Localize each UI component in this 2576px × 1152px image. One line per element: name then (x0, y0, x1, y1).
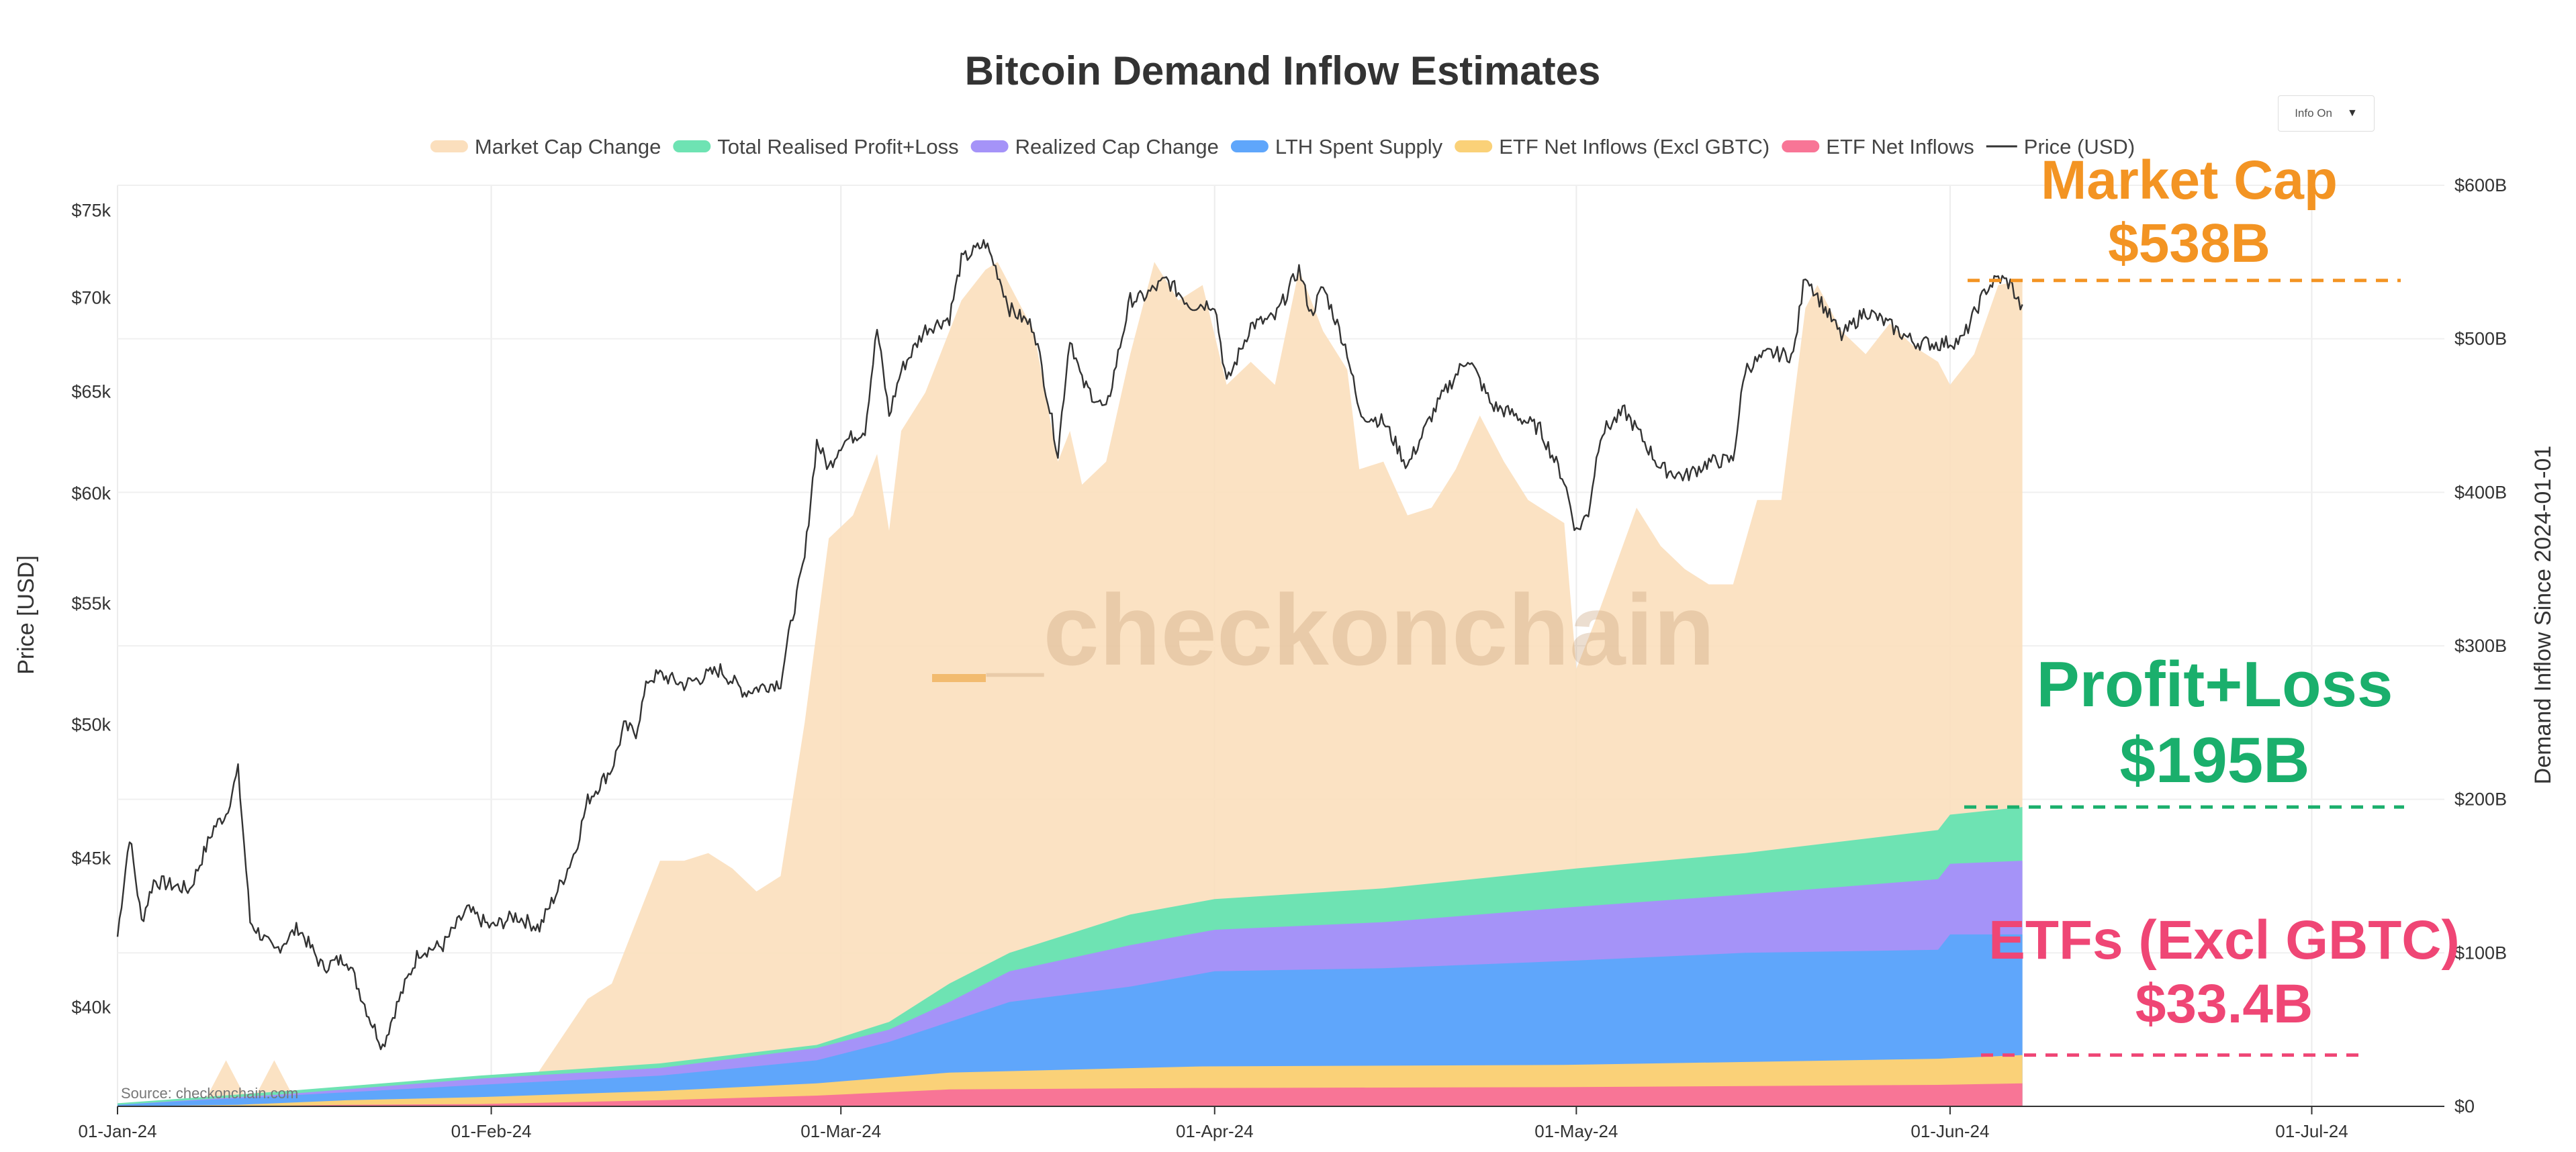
annotation-value-market-cap: $538B (2108, 213, 2270, 274)
y-right-axis-title: Demand Inflow Since 2024-01-01 (2530, 446, 2556, 785)
legend[interactable]: Market Cap Change Total Realised Profit+L… (430, 135, 2135, 158)
legend-label: LTH Spent Supply (1275, 135, 1443, 158)
legend-swatch (1782, 140, 1820, 152)
y-right-tick-label: $0 (2454, 1096, 2475, 1116)
y-right-tick-label: $300B (2454, 636, 2507, 656)
legend-swatch (1455, 140, 1493, 152)
annotation-value-etfs: $33.4B (2135, 973, 2313, 1035)
x-tick-label: 01-Jul-24 (2275, 1121, 2348, 1141)
legend-label: ETF Net Inflows (Excl GBTC) (1499, 135, 1769, 158)
info-toggle-label: Info On (2295, 107, 2332, 119)
legend-item[interactable]: ETF Net Inflows (Excl GBTC) (1455, 135, 1769, 158)
annotation-value-profit-loss: $195B (2120, 724, 2310, 796)
annotations: Market Cap$538B Profit+Loss$195B ETFs (Exc… (1964, 150, 2460, 1057)
legend-swatch (970, 140, 1009, 152)
y-right-tick-label: $200B (2454, 789, 2507, 810)
y-left-tick-label: $40k (71, 998, 111, 1018)
axes: 01-Jan-24 01-Feb-24 01-Mar-24 01-Apr-24 01-M… (13, 175, 2556, 1141)
x-tick-label: 01-Jan-24 (78, 1121, 156, 1141)
watermark-underscore (932, 674, 986, 682)
x-tick-label: 01-Mar-24 (800, 1121, 881, 1141)
annotation-label-profit-loss: Profit+Loss (2037, 649, 2393, 720)
chevron-down-icon: ▼ (2346, 107, 2358, 119)
annotation-label-market-cap: Market Cap (2041, 150, 2338, 211)
y-right-tick-label: $600B (2454, 175, 2507, 195)
legend-swatch (430, 140, 468, 152)
y-right-tick-label: $100B (2454, 943, 2507, 963)
legend-label: Market Cap Change (475, 135, 661, 158)
legend-item[interactable]: Market Cap Change (430, 135, 661, 158)
x-tick-label: 01-Feb-24 (451, 1121, 532, 1141)
y-left-tick-label: $75k (71, 200, 111, 220)
source-label: Source: checkonchain.com (121, 1085, 298, 1102)
price-line (116, 239, 2023, 1051)
y-right-tick-label: $500B (2454, 329, 2507, 349)
y-left-tick-label: $55k (71, 593, 111, 614)
y-left-tick-label: $50k (71, 714, 111, 734)
x-tick-label: 01-Jun-24 (1911, 1121, 1989, 1141)
x-tick-label: 01-May-24 (1534, 1121, 1618, 1141)
watermark: _checkonchain (932, 573, 1715, 686)
legend-label: Total Realised Profit+Loss (717, 135, 958, 158)
y-left-tick-label: $60k (71, 483, 111, 503)
y-left-tick-label: $70k (71, 288, 111, 308)
legend-item[interactable]: ETF Net Inflows (1782, 135, 1974, 158)
info-toggle-button[interactable]: Info On ▼ (2278, 95, 2375, 132)
stacked-areas (118, 262, 2023, 1106)
legend-label: Price (USD) (2024, 135, 2135, 158)
area-etf-net-inflows (118, 1083, 2023, 1106)
chart-title: Bitcoin Demand Inflow Estimates (965, 48, 1601, 93)
legend-item[interactable]: Price (USD) (1986, 135, 2135, 158)
legend-label: Realized Cap Change (1015, 135, 1219, 158)
legend-label: ETF Net Inflows (1826, 135, 1974, 158)
y-left-axis-title: Price [USD] (13, 555, 39, 675)
y-left-tick-label: $65k (71, 382, 111, 402)
y-right-tick-label: $400B (2454, 482, 2507, 502)
annotation-label-etfs: ETFs (Excl GBTC) (1988, 910, 2460, 971)
legend-swatch (1230, 140, 1269, 152)
area-lth-spent-supply (118, 934, 2023, 1106)
price-usd-line (116, 239, 2023, 1051)
legend-item[interactable]: LTH Spent Supply (1230, 135, 1443, 158)
y-left-tick-label: $45k (71, 848, 111, 868)
legend-item[interactable]: Total Realised Profit+Loss (673, 135, 959, 158)
watermark-text: _checkonchain (986, 573, 1715, 686)
legend-item[interactable]: Realized Cap Change (970, 135, 1219, 158)
x-tick-label: 01-Apr-24 (1176, 1121, 1254, 1141)
legend-swatch (673, 140, 711, 152)
